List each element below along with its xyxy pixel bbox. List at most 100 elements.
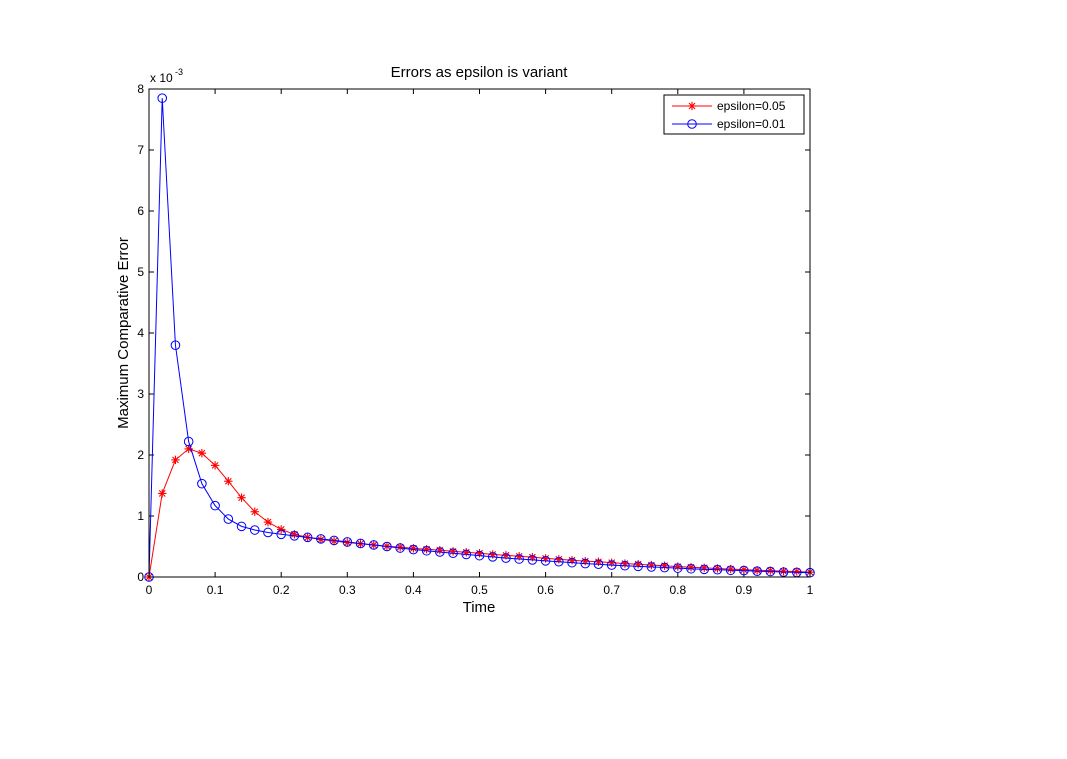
data-point-asterisk (224, 477, 233, 486)
y-tick-label: 5 (137, 265, 144, 279)
data-point-circle (382, 541, 392, 552)
y-tick-label: 3 (137, 387, 144, 401)
data-point-circle (289, 531, 300, 541)
data-point-circle (170, 340, 181, 351)
series-2 (144, 93, 815, 582)
data-point-circle (606, 560, 617, 570)
data-point-circle (342, 537, 353, 547)
data-point-circle (712, 564, 723, 575)
data-point-circle (752, 566, 762, 577)
data-point-asterisk (250, 507, 259, 516)
y-multiplier-label: x 10 (150, 71, 173, 85)
x-tick-label: 0.4 (405, 583, 422, 597)
data-point-circle (263, 527, 273, 538)
data-point-circle (778, 567, 789, 577)
data-point-circle (765, 566, 776, 577)
data-point-circle (646, 562, 657, 572)
x-axis-label: Time (463, 599, 496, 616)
y-tick-label: 2 (137, 448, 144, 462)
data-point-circle (355, 538, 366, 549)
data-point-circle (514, 554, 524, 564)
x-tick-label: 0.1 (207, 583, 224, 597)
y-tick-label: 6 (137, 204, 144, 218)
data-point-circle (249, 525, 260, 535)
data-point-asterisk (158, 489, 167, 498)
y-tick-label: 4 (137, 326, 144, 340)
axis-ticks: 0 0.1 0.2 0.3 0.4 0.5 0.6 0.7 0.8 0.9 1 0 1 2 3 4 5 6 7 8 (137, 82, 813, 597)
data-point-asterisk (462, 548, 471, 557)
plot-area-frame (148, 88, 811, 578)
data-point-circle (223, 514, 234, 524)
data-point-circle (686, 563, 696, 574)
x-tick-label: 0 (146, 583, 153, 597)
data-point-circle (421, 545, 432, 556)
y-tick-label: 8 (137, 82, 144, 96)
data-point-asterisk (766, 566, 775, 575)
data-point-asterisk (792, 567, 801, 576)
data-point-asterisk (528, 552, 537, 562)
data-point-circle (408, 544, 419, 555)
x-tick-label: 1 (807, 583, 814, 597)
data-point-circle (527, 555, 538, 565)
data-point-circle (197, 478, 207, 489)
data-point-circle (474, 550, 485, 561)
data-point-circle (316, 534, 326, 544)
y-tick-label: 1 (137, 509, 144, 523)
data-point-circle (329, 535, 339, 546)
x-tick-label: 0.7 (603, 583, 620, 597)
data-point-circle (157, 93, 168, 103)
data-point-circle (725, 565, 736, 576)
data-point-circle (699, 564, 710, 575)
data-point-circle (487, 552, 498, 562)
data-point-asterisk (277, 525, 286, 534)
legend-box (663, 94, 805, 135)
data-point-circle (673, 563, 683, 573)
y-axis-label: Maximum Comparative Error (115, 237, 132, 429)
data-point-circle (461, 549, 472, 560)
y-multiplier: x 10 -3 (150, 67, 183, 85)
data-point-circle (620, 560, 630, 571)
chart-title: Errors as epsilon is variant (391, 64, 569, 81)
data-point-circle (633, 561, 643, 572)
data-point-circle (395, 543, 405, 553)
plot-series (144, 93, 815, 582)
data-point-asterisk (263, 517, 273, 527)
data-point-circle (210, 500, 220, 511)
x-tick-label: 0.5 (471, 583, 488, 597)
legend-item: epsilon=0.05 (672, 99, 786, 113)
legend-label: epsilon=0.01 (717, 117, 786, 131)
data-point-asterisk (687, 101, 697, 111)
x-tick-label: 0.3 (339, 583, 356, 597)
series-line (148, 448, 811, 578)
data-point-asterisk (171, 455, 180, 465)
data-point-circle (659, 562, 670, 573)
data-point-circle (554, 556, 564, 567)
data-point-asterisk (210, 461, 220, 470)
data-point-circle (540, 556, 551, 566)
data-point-circle (739, 565, 749, 576)
data-point-circle (593, 559, 604, 569)
legend-label: epsilon=0.05 (717, 99, 786, 113)
data-point-asterisk (620, 559, 630, 568)
data-point-circle (236, 521, 247, 532)
data-point-asterisk (237, 493, 246, 502)
y-tick-label: 7 (137, 143, 144, 157)
x-tick-label: 0.8 (669, 583, 686, 597)
data-point-circle (501, 553, 511, 563)
data-point-circle (580, 558, 591, 569)
data-point-asterisk (633, 559, 643, 569)
data-point-circle (368, 540, 379, 550)
data-point-asterisk (501, 551, 511, 560)
series-1 (144, 444, 815, 582)
data-point-asterisk (197, 448, 207, 458)
data-point-circle (567, 557, 577, 568)
data-point-asterisk (395, 542, 405, 552)
data-point-circle (276, 529, 287, 540)
data-point-asterisk (739, 565, 749, 574)
data-point-circle (687, 119, 697, 129)
data-point-asterisk (779, 567, 788, 576)
x-tick-label: 0.6 (537, 583, 554, 597)
data-point-circle (435, 547, 445, 557)
data-point-circle (448, 548, 458, 559)
y-multiplier-exponent: -3 (175, 67, 183, 77)
